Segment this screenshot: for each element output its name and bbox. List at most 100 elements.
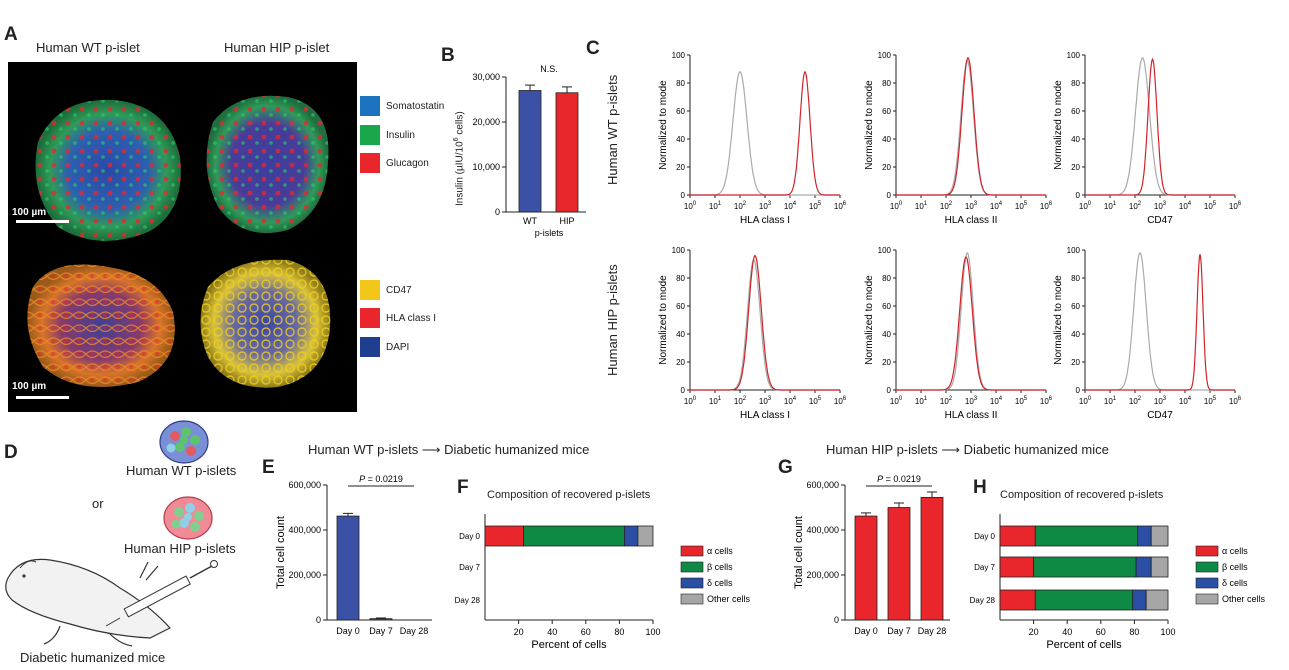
micrograph-grid — [8, 62, 357, 412]
chart-g-xtick-label: Day 0 — [854, 626, 878, 636]
chart-c-ytick-label: 60 — [882, 302, 891, 311]
chart-f-xtick-label: 40 — [547, 627, 557, 637]
chart-c-xtick-label: 106 — [834, 396, 847, 406]
chart-c-ytick-label: 80 — [882, 79, 891, 88]
chart-h-segment — [1033, 556, 1137, 578]
chart-h-legend-label: β cells — [1222, 562, 1248, 572]
chart-h-category-label: Day 7 — [974, 563, 995, 572]
chart-c-xtick-label: 103 — [759, 396, 772, 406]
chart-c-xtick-label: 104 — [784, 201, 797, 211]
chart-c-histogram-sample — [1085, 57, 1235, 196]
chart-c-xtick-label: 103 — [965, 201, 978, 211]
chart-c-xtick-label: 101 — [915, 396, 928, 406]
chart-c-xtick-label: 100 — [1079, 201, 1092, 211]
chart-c-xtick-label: 102 — [940, 201, 953, 211]
legend-swatch-dapi — [360, 337, 380, 357]
chart-c-ylabel: Normalized to mode — [1053, 275, 1064, 365]
chart-c-ytick-label: 100 — [878, 51, 892, 60]
chart-f-legend-label: δ cells — [707, 578, 733, 588]
chart-c-ytick-label: 100 — [1067, 246, 1081, 255]
chart-c-xtick-label: 100 — [1079, 396, 1092, 406]
chart-e-ytick-label: 0 — [316, 615, 321, 625]
chart-c-ytick-label: 20 — [1071, 163, 1080, 172]
legend-swatch-insulin — [360, 125, 380, 145]
chart-c-xtick-label: 105 — [809, 396, 822, 406]
chart-h-segment — [1034, 589, 1134, 611]
chart-c-ytick-label: 60 — [676, 107, 685, 116]
chart-c-xtick-label: 101 — [915, 201, 928, 211]
panel-letter-c: C — [586, 38, 600, 59]
chart-g-ylabel: Total cell count — [793, 516, 805, 589]
chart-c-ytick-label: 80 — [676, 79, 685, 88]
panel-letter-b: B — [441, 45, 455, 66]
chart-c-ytick-label: 0 — [1076, 191, 1081, 200]
scalebar-top — [16, 220, 69, 223]
chart-c-xtick-label: 103 — [965, 396, 978, 406]
chart-g-bar — [854, 515, 878, 621]
chart-c-ylabel: Normalized to mode — [864, 80, 875, 170]
chart-h-xtick-label: 20 — [1029, 627, 1039, 637]
panel-d-or: or — [92, 496, 104, 511]
chart-b-significance: N.S. — [540, 64, 558, 74]
chart-c-histogram-control — [1085, 57, 1235, 196]
chart-c-xtick-label: 106 — [1229, 396, 1242, 406]
chart-c-ytick-label: 80 — [676, 274, 685, 283]
chart-c-xtick-label: 105 — [1204, 201, 1217, 211]
chart-f-segment — [523, 525, 625, 547]
chart-c-xtick-label: 102 — [1129, 396, 1142, 406]
chart-b-ytick-label: 20,000 — [472, 117, 500, 127]
chart-c-histogram-control — [690, 258, 840, 391]
chart-e: 0 200,000 400,000 600,000 Day 0 Day 7 Day 28 P … — [275, 474, 432, 636]
chart-c-histogram-control — [896, 251, 1046, 391]
legend-label-insulin: Insulin — [386, 130, 415, 141]
chart-c-xtick-label: 101 — [1104, 396, 1117, 406]
chart-f-legend-label: α cells — [707, 546, 733, 556]
panel-letter-g: G — [778, 457, 793, 478]
chart-b-ylabel: Insulin (µIU/106 cells) — [453, 111, 466, 206]
chart-f-xtick-label: 100 — [645, 627, 660, 637]
legend-swatch-hla-class-i — [360, 308, 380, 328]
chart-c-xtick-label: 103 — [1154, 396, 1167, 406]
chart-c-ytick-label: 60 — [1071, 107, 1080, 116]
chart-b: 0 10,000 20,000 30,000 WT HIP p-islets N.S. — [472, 64, 586, 238]
chart-c-ytick-label: 0 — [1076, 386, 1081, 395]
chart-c-xtick-label: 104 — [990, 201, 1003, 211]
chart-b-bar — [518, 90, 542, 213]
chart-c-ytick-label: 0 — [887, 191, 892, 200]
chart-c-histogram-control — [690, 71, 840, 196]
chart-g-ytick-label: 200,000 — [806, 570, 839, 580]
chart-c-histogram-sample — [896, 56, 1046, 196]
micrograph-svg — [16, 95, 331, 399]
chart-g-bar — [887, 507, 911, 621]
legend-swatch-glucagon — [360, 153, 380, 173]
chart-f-segment — [484, 525, 525, 547]
chart-c-ytick-label: 60 — [1071, 302, 1080, 311]
chart-c-ytick-label: 100 — [1067, 51, 1081, 60]
chart-h-xtick-label: 40 — [1062, 627, 1072, 637]
mouse-illustration — [5, 558, 218, 647]
wt-islet-icon — [159, 420, 209, 464]
chart-h-legend-swatch — [1195, 577, 1219, 589]
chart-c-xtick-label: 106 — [1040, 201, 1053, 211]
chart-f: 20 40 60 80 100 Percent of cells Day 0 Day 7 Day… — [455, 514, 751, 651]
chart-c-ytick-label: 0 — [681, 191, 686, 200]
chart-c-ytick-label: 60 — [676, 302, 685, 311]
chart-h-legend-swatch — [1195, 593, 1219, 605]
panel-letter-h: H — [973, 477, 987, 498]
chart-h-segment — [1135, 556, 1152, 578]
chart-c-xtick-label: 102 — [1129, 201, 1142, 211]
chart-c-xtick-label: 103 — [759, 201, 772, 211]
chart-f-xtick-label: 80 — [614, 627, 624, 637]
chart-h-segment — [1145, 589, 1169, 611]
chart-c-histogram-sample — [690, 70, 840, 196]
chart-h-xlabel: Percent of cells — [1046, 639, 1122, 651]
chart-c-xtick-label: 106 — [1229, 201, 1242, 211]
chart-c-ytick-label: 80 — [1071, 79, 1080, 88]
chart-c-xtick-label: 102 — [734, 396, 747, 406]
chart-c-ylabel: Normalized to mode — [658, 80, 669, 170]
chart-c-ytick-label: 40 — [1071, 330, 1080, 339]
chart-c-ytick-label: 0 — [887, 386, 892, 395]
chart-f-legend-label: Other cells — [707, 594, 751, 604]
chart-g-pvalue: P = 0.0219 — [877, 474, 921, 484]
chart-h-legend-label: Other cells — [1222, 594, 1266, 604]
